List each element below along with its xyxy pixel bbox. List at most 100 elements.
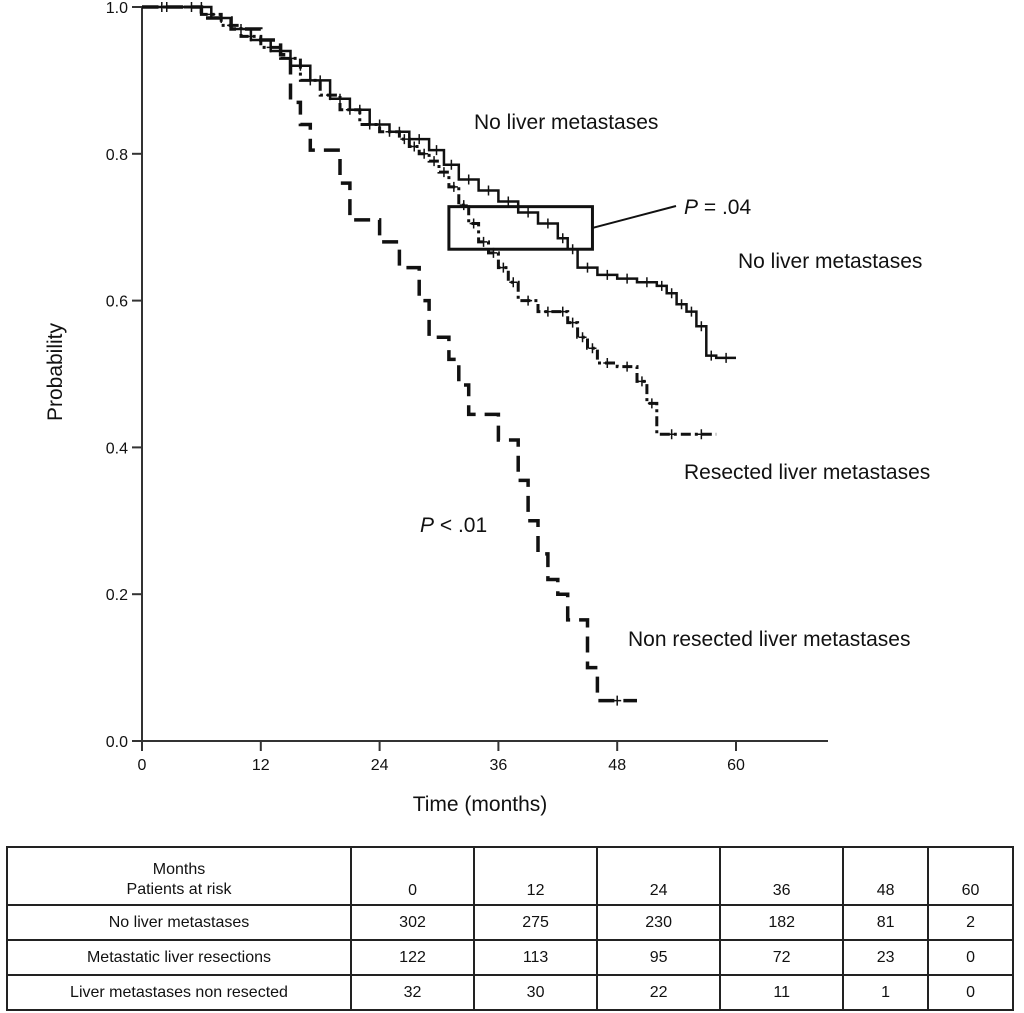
x-tick-label: 0 [138, 757, 147, 774]
censor-mark [469, 218, 478, 229]
p-value-01: P < .01 [420, 514, 487, 537]
month-header: 36 [719, 846, 845, 906]
censor-mark [524, 207, 533, 218]
censor-mark [420, 148, 429, 159]
censor-mark [588, 343, 597, 354]
censor-mark [266, 42, 275, 53]
y-tick-label: 0.4 [106, 440, 128, 457]
table-cell: 122 [349, 939, 476, 976]
censor-mark [657, 280, 666, 291]
kaplan-meier-chart: 0.0 0.2 0.4 0.6 0.8 1.0 0 12 24 36 48 60 Time (month… [44, 0, 930, 816]
table-cell: 32 [349, 974, 476, 1011]
censor-mark [400, 134, 409, 145]
censor-mark [345, 104, 354, 115]
table-cell: 23 [842, 939, 930, 976]
censor-mark [432, 145, 441, 156]
table-cell: 81 [842, 904, 930, 941]
row-label: Metastatic liver resections [6, 939, 352, 976]
p-value-04: P = .04 [684, 196, 751, 219]
censor-mark [543, 218, 552, 229]
censor-mark [603, 357, 612, 368]
censor-mark [558, 306, 567, 317]
censor-mark [464, 174, 473, 185]
censor-mark [430, 156, 439, 167]
table-cell: 30 [473, 974, 599, 1011]
censor-mark [642, 277, 651, 288]
risk-table-header-label: Months Patients at risk [6, 846, 352, 906]
month-header: 24 [596, 846, 722, 906]
censor-mark [543, 306, 552, 317]
censor-mark [385, 126, 394, 137]
censor-mark [637, 376, 646, 387]
y-tick-label: 0.8 [106, 147, 128, 164]
censor-mark [447, 159, 456, 170]
table-cell: 275 [473, 904, 599, 941]
table-cell: 11 [719, 974, 845, 1011]
censor-mark [677, 299, 686, 310]
p-symbol: P [684, 196, 698, 219]
x-tick-label: 36 [490, 757, 508, 774]
table-cell: 0 [927, 974, 1014, 1011]
censor-mark [499, 262, 508, 273]
risk-table-header: Months Patients at risk 0 12 24 36 48 60 [6, 846, 1014, 906]
censor-mark [623, 273, 632, 284]
x-tick-label: 24 [371, 757, 389, 774]
censor-mark [415, 134, 424, 145]
table-row: No liver metastases 302 275 230 182 81 2 [6, 904, 1014, 941]
label-no-liver-metastases-right: No liver metastases [738, 250, 922, 273]
month-header: 0 [349, 846, 476, 906]
table-cell: 302 [349, 904, 476, 941]
y-tick-label: 0.6 [106, 294, 128, 311]
x-axis-title: Time (months) [413, 793, 548, 816]
censor-mark [667, 429, 676, 440]
month-header: 12 [473, 846, 599, 906]
label-resected-liver-metastases: Resected liver metastases [684, 461, 930, 484]
censor-mark [410, 141, 419, 152]
table-cell: 0 [927, 939, 1014, 976]
y-tick-label: 1.0 [106, 0, 128, 17]
table-cell: 182 [719, 904, 845, 941]
x-tick-label: 48 [608, 757, 626, 774]
table-cell: 230 [596, 904, 722, 941]
censor-mark [479, 236, 488, 247]
table-row: Liver metastases non resected 32 30 22 1… [6, 974, 1014, 1011]
censor-mark [647, 398, 656, 409]
p-value-text: < .01 [434, 514, 487, 537]
censor-mark [707, 350, 716, 361]
p-value-text: = .04 [698, 196, 751, 219]
y-tick-label: 0.0 [106, 734, 128, 751]
censor-mark [484, 185, 493, 196]
patients-at-risk-table: Months Patients at risk 0 12 24 36 48 60… [6, 846, 1014, 1011]
y-tick-label: 0.2 [106, 587, 128, 604]
table-cell: 1 [842, 974, 930, 1011]
table-cell: 72 [719, 939, 845, 976]
censor-mark [583, 262, 592, 273]
survival-curve-no-liver-metastases [142, 5, 736, 360]
row-label: Liver metastases non resected [6, 974, 352, 1011]
censor-mark [722, 352, 731, 363]
label-no-liver-metastases-top: No liver metastases [474, 111, 658, 134]
table-cell: 2 [927, 904, 1014, 941]
censor-mark [246, 31, 255, 42]
censor-mark [365, 119, 374, 130]
axes: 0.0 0.2 0.4 0.6 0.8 1.0 0 12 24 36 48 60 Time (month… [44, 0, 828, 816]
censor-mark [509, 277, 518, 288]
table-cell: 22 [596, 974, 722, 1011]
p-symbol: P [420, 514, 434, 537]
censor-mark [603, 269, 612, 280]
x-tick-label: 60 [727, 757, 745, 774]
months-label: Months [152, 861, 206, 878]
censor-mark [157, 2, 166, 12]
survival-curve-resected-liver-metastases [142, 5, 717, 436]
censor-mark [504, 196, 513, 207]
censor-mark [439, 167, 448, 178]
label-non-resected-liver-metastases: Non resected liver metastases [628, 628, 910, 651]
censor-mark [326, 90, 335, 101]
table-cell: 113 [473, 939, 599, 976]
patients-at-risk-label: Patients at risk [126, 881, 232, 898]
censor-mark [306, 75, 315, 86]
table-row: Metastatic liver resections 122 113 95 7… [6, 939, 1014, 976]
annotations: No liver metastases No liver metastases … [420, 111, 930, 651]
censor-mark [697, 429, 706, 440]
censor-mark [613, 695, 622, 706]
